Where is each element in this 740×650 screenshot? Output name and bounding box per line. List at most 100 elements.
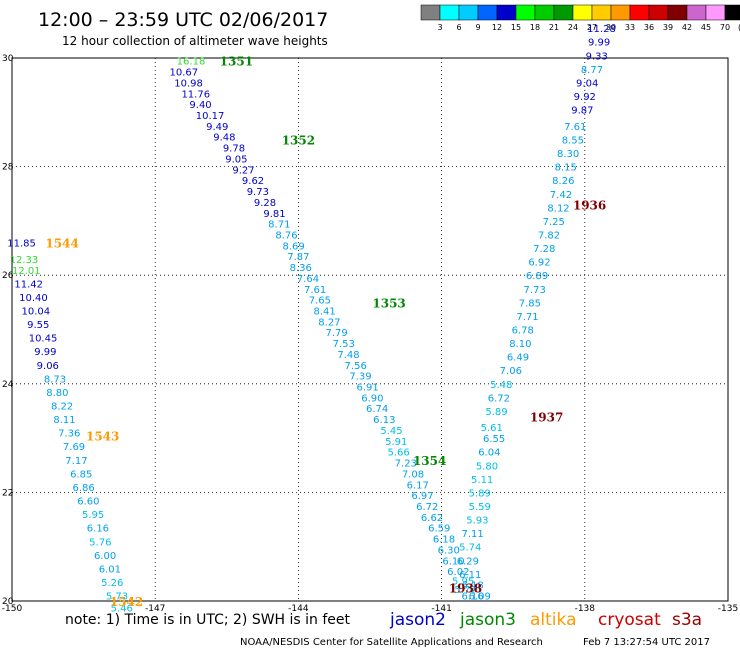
swh-value: 9.33: [586, 51, 608, 62]
swh-value: 9.55: [27, 320, 49, 331]
swh-value: 6.92: [528, 258, 550, 269]
time-label: 1542: [110, 595, 143, 609]
swh-value: 6.74: [366, 404, 388, 415]
x-tick-label: -150: [2, 604, 23, 614]
swh-value: 8.15: [555, 163, 577, 174]
swh-value: 7.53: [333, 339, 355, 350]
footnote: note: 1) Time is in UTC; 2) SWH is in fe…: [65, 612, 351, 628]
y-tick-label: 24: [2, 380, 14, 390]
swh-value: 5.80: [476, 461, 498, 472]
swh-value: 6.55: [483, 434, 505, 445]
color-swatch: [572, 4, 593, 21]
swh-value: 5.77: [454, 585, 476, 596]
swh-value: 5.46: [111, 604, 133, 615]
swh-value: 7.08: [402, 469, 424, 480]
swh-value: 7.56: [345, 361, 367, 372]
color-legend-label: 21: [549, 23, 559, 32]
swh-value: 12.01: [12, 266, 41, 277]
y-tick-label: 26: [2, 271, 14, 281]
swh-value: 8.30: [557, 149, 579, 160]
swh-value: 7.71: [516, 312, 538, 323]
swh-value: 6.16: [87, 524, 109, 535]
time-label: 1354: [413, 454, 446, 468]
swh-value: 6.30: [438, 545, 460, 556]
chart-title: 12:00 – 23:59 UTC 02/06/2017: [38, 9, 328, 31]
color-legend-label: 42: [682, 23, 692, 32]
swh-value: 9.40: [189, 100, 211, 111]
swh-value: 7.28: [533, 244, 555, 255]
swh-value: 6.78: [512, 326, 534, 337]
satellite-jason2: jason2: [389, 610, 446, 630]
swh-value: 10.98: [174, 78, 203, 89]
x-tick-label: -144: [288, 604, 309, 614]
swh-value: 6.72: [488, 393, 510, 404]
swh-value: 7.42: [550, 190, 572, 201]
swh-value: 12.33: [10, 255, 39, 266]
swh-value: 6.60: [77, 497, 99, 508]
swh-value: 6.90: [361, 393, 383, 404]
swh-value: 6.91: [356, 383, 378, 394]
swh-value: 5.45: [380, 426, 402, 437]
swh-value: 5.61: [481, 423, 503, 434]
swh-value: 9.27: [232, 165, 254, 176]
color-swatch: [458, 4, 479, 21]
swh-value: 5.95: [452, 576, 474, 587]
swh-value: 9.78: [223, 144, 245, 155]
swh-value: 10.04: [22, 306, 51, 317]
swh-value: 6.18: [433, 535, 455, 546]
color-legend-label: 9: [475, 23, 480, 32]
color-swatch: [591, 4, 612, 21]
swh-value: 6.01: [99, 564, 121, 575]
swh-value: 9.49: [206, 122, 228, 133]
swh-value: 6.29: [457, 556, 479, 567]
swh-value: 8.80: [46, 388, 68, 399]
swh-value: 11.85: [7, 239, 36, 250]
color-legend-label: 45: [701, 23, 711, 32]
swh-value: 9.48: [213, 133, 235, 144]
time-label: 1351: [220, 55, 253, 69]
swh-value: 7.11: [461, 529, 483, 540]
swh-value: 6.62: [421, 513, 443, 524]
swh-value: 7.64: [297, 274, 319, 285]
swh-value: 9.99: [34, 347, 56, 358]
color-legend-label: 24: [568, 23, 578, 32]
swh-value: 6.04: [478, 448, 500, 459]
swh-value: 6.59: [428, 524, 450, 535]
plot-grid: [11, 57, 729, 602]
time-labels: 1351 1352 1353 1354 1544 1543 1542 1936 1937 1938: [45, 55, 606, 609]
swh-value: 10.67: [170, 68, 199, 79]
swh-value: 7.65: [309, 296, 331, 307]
swh-value: 7.23: [395, 459, 417, 470]
swh-value: 6.85: [70, 469, 92, 480]
swh-value: 6.17: [407, 480, 429, 491]
swh-value: 9.28: [254, 198, 276, 209]
y-tick-label: 22: [2, 488, 13, 498]
swh-value: 7.73: [524, 285, 546, 296]
satellite-cryosat: cryosat: [598, 610, 661, 630]
color-legend-label: 33: [625, 23, 635, 32]
color-legend-label: 18: [530, 23, 540, 32]
swh-value: 6.13: [373, 415, 395, 426]
swh-value: 5.91: [385, 437, 407, 448]
swh-value: 7.25: [543, 217, 565, 228]
color-swatch: [705, 4, 726, 21]
swh-value: 8.36: [290, 263, 312, 274]
color-legend-label: 39: [663, 23, 673, 32]
color-legend-label: 27: [587, 23, 597, 32]
time-label: 1353: [372, 296, 405, 310]
swh-value: 7.61: [564, 122, 586, 133]
swh-value: 11.28: [587, 24, 616, 35]
satellite-altika: altika: [530, 610, 577, 630]
swh-value: 8.73: [44, 374, 66, 385]
swh-value: 5.89: [485, 407, 507, 418]
series-jason3: 16.1810.6710.9811.769.4010.179.499.489.7…: [170, 57, 484, 603]
swh-value: 5.66: [388, 448, 410, 459]
time-label: 1543: [86, 429, 119, 443]
swh-value: 9.73: [247, 187, 269, 198]
time-label: 1938: [449, 581, 482, 595]
swh-value: 6.89: [526, 271, 548, 282]
color-legend-label: 36: [644, 23, 654, 32]
swh-value: 5.11: [471, 475, 493, 486]
swh-values: 16.1810.6710.9811.769.4010.179.499.489.7…: [7, 24, 616, 614]
